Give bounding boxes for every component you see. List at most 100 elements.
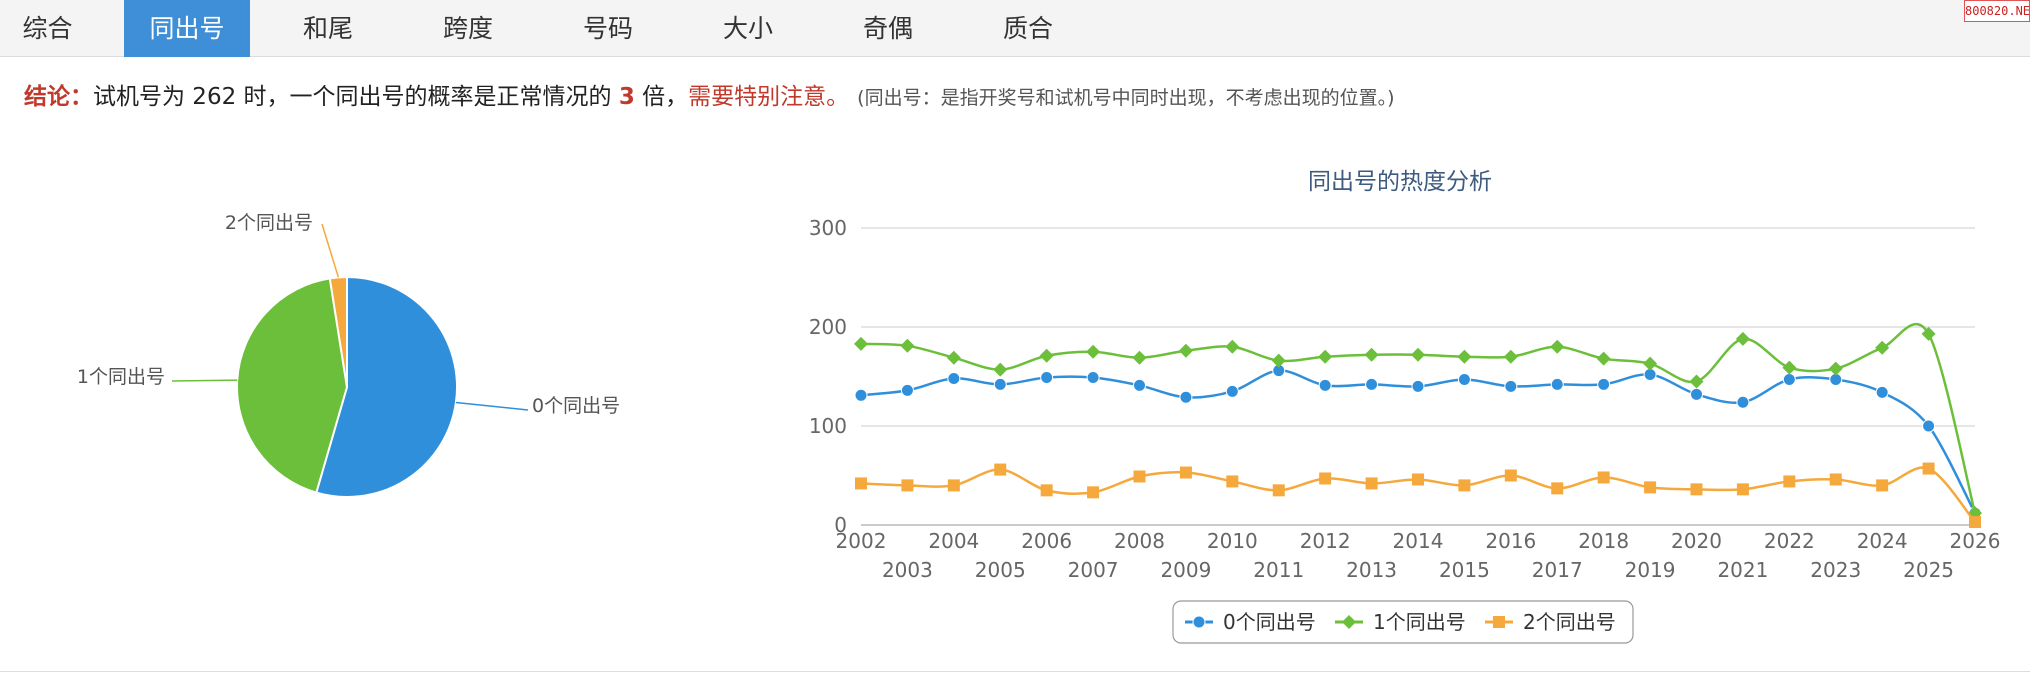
point-s1-2002[interactable] bbox=[854, 336, 868, 351]
point-s0-2007[interactable] bbox=[1086, 370, 1100, 384]
point-s1-2003[interactable] bbox=[900, 338, 915, 353]
y-tick-label-0: 0 bbox=[834, 513, 847, 537]
point-s0-2020[interactable] bbox=[1690, 387, 1703, 401]
point-s2-2019[interactable] bbox=[1644, 481, 1657, 494]
point-s2-2025[interactable] bbox=[1922, 462, 1935, 475]
tab-span[interactable]: 跨度 bbox=[442, 14, 493, 43]
point-s2-2010[interactable] bbox=[1226, 475, 1239, 488]
point-s1-2012[interactable] bbox=[1318, 349, 1333, 364]
point-s2-2023[interactable] bbox=[1829, 473, 1842, 486]
legend-label-2[interactable]: 2个同出号 bbox=[1523, 610, 1616, 634]
point-s0-2018[interactable] bbox=[1597, 377, 1611, 391]
point-s0-2002[interactable] bbox=[854, 388, 868, 402]
tab-same-number[interactable]: 同出号 bbox=[124, 0, 250, 57]
point-s2-2003[interactable] bbox=[901, 479, 914, 492]
point-s0-2025[interactable] bbox=[1922, 419, 1936, 433]
x-tick-label-2006: 2006 bbox=[1021, 529, 1072, 553]
x-tick-label-2020: 2020 bbox=[1671, 529, 1722, 553]
point-s2-2017[interactable] bbox=[1551, 482, 1564, 495]
point-s2-2022[interactable] bbox=[1783, 475, 1796, 488]
point-s1-2004[interactable] bbox=[946, 350, 961, 365]
tab-number[interactable]: 号码 bbox=[582, 14, 633, 43]
point-s0-2016[interactable] bbox=[1504, 379, 1518, 393]
legend-box bbox=[1172, 600, 1634, 644]
point-s1-2007[interactable] bbox=[1086, 344, 1101, 359]
point-s2-2016[interactable] bbox=[1504, 469, 1517, 482]
x-tick-label-2024: 2024 bbox=[1857, 529, 1908, 553]
point-s0-2022[interactable] bbox=[1782, 372, 1796, 386]
point-s0-2012[interactable] bbox=[1318, 378, 1332, 392]
point-s0-2014[interactable] bbox=[1411, 379, 1425, 393]
point-s0-2010[interactable] bbox=[1225, 384, 1239, 398]
point-s2-2012[interactable] bbox=[1319, 472, 1332, 485]
point-s0-2024[interactable] bbox=[1875, 385, 1889, 399]
point-s2-2005[interactable] bbox=[994, 463, 1007, 476]
point-s2-2009[interactable] bbox=[1179, 466, 1192, 479]
point-s1-2015[interactable] bbox=[1457, 349, 1472, 364]
point-s2-2011[interactable] bbox=[1272, 484, 1285, 497]
point-s1-2022[interactable] bbox=[1782, 360, 1797, 375]
tab-odd-even[interactable]: 奇偶 bbox=[862, 14, 913, 43]
tab-size[interactable]: 大小 bbox=[722, 14, 773, 43]
point-s0-2008[interactable] bbox=[1133, 378, 1146, 392]
point-s1-2008[interactable] bbox=[1132, 350, 1147, 365]
legend-marker-1[interactable] bbox=[1342, 615, 1356, 629]
point-s1-2014[interactable] bbox=[1411, 347, 1425, 362]
point-s1-2024[interactable] bbox=[1875, 340, 1890, 355]
point-s1-2020[interactable] bbox=[1689, 374, 1704, 389]
point-s2-2014[interactable] bbox=[1412, 473, 1424, 486]
point-s1-2009[interactable] bbox=[1178, 343, 1193, 358]
point-s1-2021[interactable] bbox=[1735, 331, 1750, 346]
x-tick-label-2007: 2007 bbox=[1068, 558, 1119, 582]
tab-sum-tail[interactable]: 和尾 bbox=[302, 14, 353, 43]
point-s0-2003[interactable] bbox=[900, 383, 914, 397]
point-s0-2004[interactable] bbox=[947, 371, 961, 385]
conclusion-warning: 需要特别注意。 bbox=[688, 84, 850, 110]
point-s1-2006[interactable] bbox=[1039, 348, 1054, 363]
x-tick-label-2003: 2003 bbox=[882, 558, 933, 582]
x-tick-label-2004: 2004 bbox=[928, 529, 979, 553]
point-s1-2010[interactable] bbox=[1225, 339, 1240, 354]
legend-label-1[interactable]: 1个同出号 bbox=[1373, 610, 1466, 634]
point-s1-2018[interactable] bbox=[1596, 351, 1611, 366]
point-s2-2024[interactable] bbox=[1876, 479, 1889, 492]
point-s0-2017[interactable] bbox=[1550, 377, 1564, 391]
site-watermark: 800820.NET bbox=[1964, 0, 2030, 22]
point-s2-2013[interactable] bbox=[1365, 477, 1378, 490]
point-s1-2011[interactable] bbox=[1271, 353, 1286, 368]
tab-overview[interactable]: 综合 bbox=[22, 14, 73, 43]
bottom-divider bbox=[0, 671, 2030, 672]
point-s2-2018[interactable] bbox=[1597, 471, 1610, 484]
point-s2-2020[interactable] bbox=[1690, 483, 1703, 496]
legend-marker-0[interactable] bbox=[1192, 615, 1206, 629]
point-s2-2002[interactable] bbox=[855, 477, 867, 490]
point-s0-2013[interactable] bbox=[1365, 377, 1379, 391]
point-s1-2019[interactable] bbox=[1643, 356, 1658, 371]
point-s0-2021[interactable] bbox=[1736, 395, 1750, 409]
point-s2-2015[interactable] bbox=[1458, 479, 1471, 492]
point-s0-2009[interactable] bbox=[1179, 390, 1193, 404]
point-s2-2026[interactable] bbox=[1969, 516, 1981, 529]
point-s2-2007[interactable] bbox=[1087, 486, 1100, 499]
tab-bar: 综合 同出号 和尾 跨度 号码 大小 奇偶 质合 800820.NET bbox=[0, 0, 2030, 57]
x-tick-label-2023: 2023 bbox=[1810, 558, 1861, 582]
x-tick-label-2025: 2025 bbox=[1903, 558, 1954, 582]
point-s0-2006[interactable] bbox=[1040, 370, 1054, 384]
legend-label-0[interactable]: 0个同出号 bbox=[1223, 610, 1316, 634]
point-s1-2016[interactable] bbox=[1503, 349, 1518, 364]
point-s1-2025[interactable] bbox=[1921, 326, 1936, 341]
x-tick-label-2012: 2012 bbox=[1300, 529, 1351, 553]
point-s2-2004[interactable] bbox=[947, 479, 960, 492]
point-s2-2021[interactable] bbox=[1736, 483, 1749, 496]
point-s0-2015[interactable] bbox=[1457, 372, 1471, 386]
point-s1-2013[interactable] bbox=[1364, 347, 1379, 362]
point-s2-2008[interactable] bbox=[1133, 470, 1146, 483]
point-s1-2017[interactable] bbox=[1550, 339, 1565, 354]
point-s0-2005[interactable] bbox=[993, 377, 1007, 391]
legend-marker-2[interactable] bbox=[1493, 616, 1505, 628]
point-s2-2006[interactable] bbox=[1040, 484, 1053, 497]
x-tick-label-2026: 2026 bbox=[1950, 529, 2001, 553]
point-s1-2023[interactable] bbox=[1828, 361, 1843, 376]
point-s1-2005[interactable] bbox=[993, 362, 1008, 377]
tab-prime-composite[interactable]: 质合 bbox=[1002, 14, 1053, 43]
